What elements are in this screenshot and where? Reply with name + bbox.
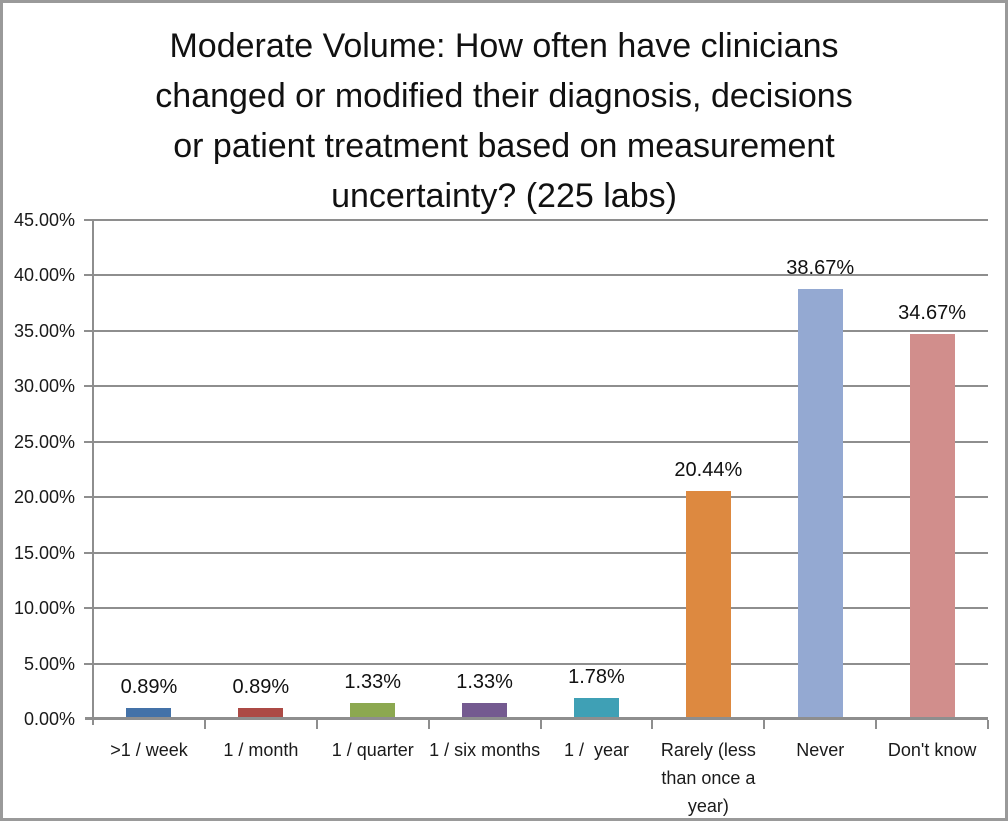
bar-value-label: 38.67% [786,257,855,280]
bar-value-label: 1.33% [344,671,402,694]
chart-title-line: changed or modified their diagnosis, dec… [155,77,853,115]
y-axis-label: 20.00% [13,487,75,508]
y-axis-tick [84,607,93,610]
gridline [93,219,988,221]
y-axis-label: 15.00% [13,542,75,563]
y-axis-tick [84,329,93,332]
bar-value-label: 0.89% [232,676,290,699]
gridline [93,274,988,277]
y-axis-label: 40.00% [13,265,75,286]
y-axis-line [92,220,94,725]
bar-1 [126,708,172,718]
x-axis-tick [315,720,318,729]
x-axis-category-label: Never [796,740,845,760]
chart-title-line: uncertainty? (225 labs) [331,177,677,215]
x-axis-category-label: 1 / year [563,740,630,760]
bar-5 [573,698,619,718]
bar-value-label: 1.33% [456,671,513,694]
y-axis-tick [84,385,93,388]
gridline [93,551,988,554]
x-axis-tick [987,720,989,729]
y-axis-tick [84,274,93,277]
y-axis-tick [84,496,93,499]
gridline [93,440,988,443]
x-axis-category-label: Rarely (less than once a year) [660,740,761,816]
x-axis-tick [539,720,542,729]
bar-8 [909,333,955,718]
bar-2 [238,708,284,718]
x-axis-line [85,717,988,720]
bar-4 [462,703,508,718]
x-axis-category-label: >1 / week [110,740,188,760]
y-axis-label: 25.00% [13,431,75,452]
x-axis-category-label: 1 / six months [429,740,541,760]
y-axis-label: 35.00% [13,320,75,341]
gridline [93,385,988,388]
y-axis-tick [84,440,93,443]
y-axis-label: 5.00% [23,653,75,674]
gridline [93,607,988,610]
bar-3 [350,703,396,718]
gridline [93,662,988,665]
chart-title-line: or patient treatment based on measuremen… [173,127,835,165]
x-axis-category-label: 1 / quarter [331,740,414,760]
y-axis-label: 30.00% [13,376,75,397]
bar-value-label: 34.67% [898,301,966,324]
x-axis-category-label: 1 / month [223,740,299,760]
plot-area: 0.89% 0.89% 1.33% 1.33% 1.78% 20.44% 38.67% 34.… [84,219,989,729]
bar-value-label: 1.78% [568,666,625,689]
bar-value-label: 0.89% [120,676,178,699]
y-axis-label: 10.00% [13,598,75,619]
chart-title-line: Moderate Volume: How often have clinicia… [169,27,839,65]
y-axis-label: 0.00% [23,709,75,729]
bar-7 [797,289,843,718]
y-axis-tick [84,662,93,665]
x-axis-category-label: Don't know [887,740,977,760]
y-axis-tick [84,551,93,554]
x-axis-tick [651,720,654,729]
x-axis-tick [427,720,430,729]
y-axis-tick [84,219,93,221]
x-axis-tick [203,720,206,729]
bar-value-label: 20.44% [674,459,743,482]
y-axis-label: 45.00% [13,210,75,230]
bar-6 [685,491,731,718]
x-axis-tick [875,720,878,729]
chart-title: Moderate Volume: How often have clinicia… [3,21,1005,221]
gridline [93,496,988,499]
gridline [93,329,988,332]
x-axis-tick [763,720,766,729]
